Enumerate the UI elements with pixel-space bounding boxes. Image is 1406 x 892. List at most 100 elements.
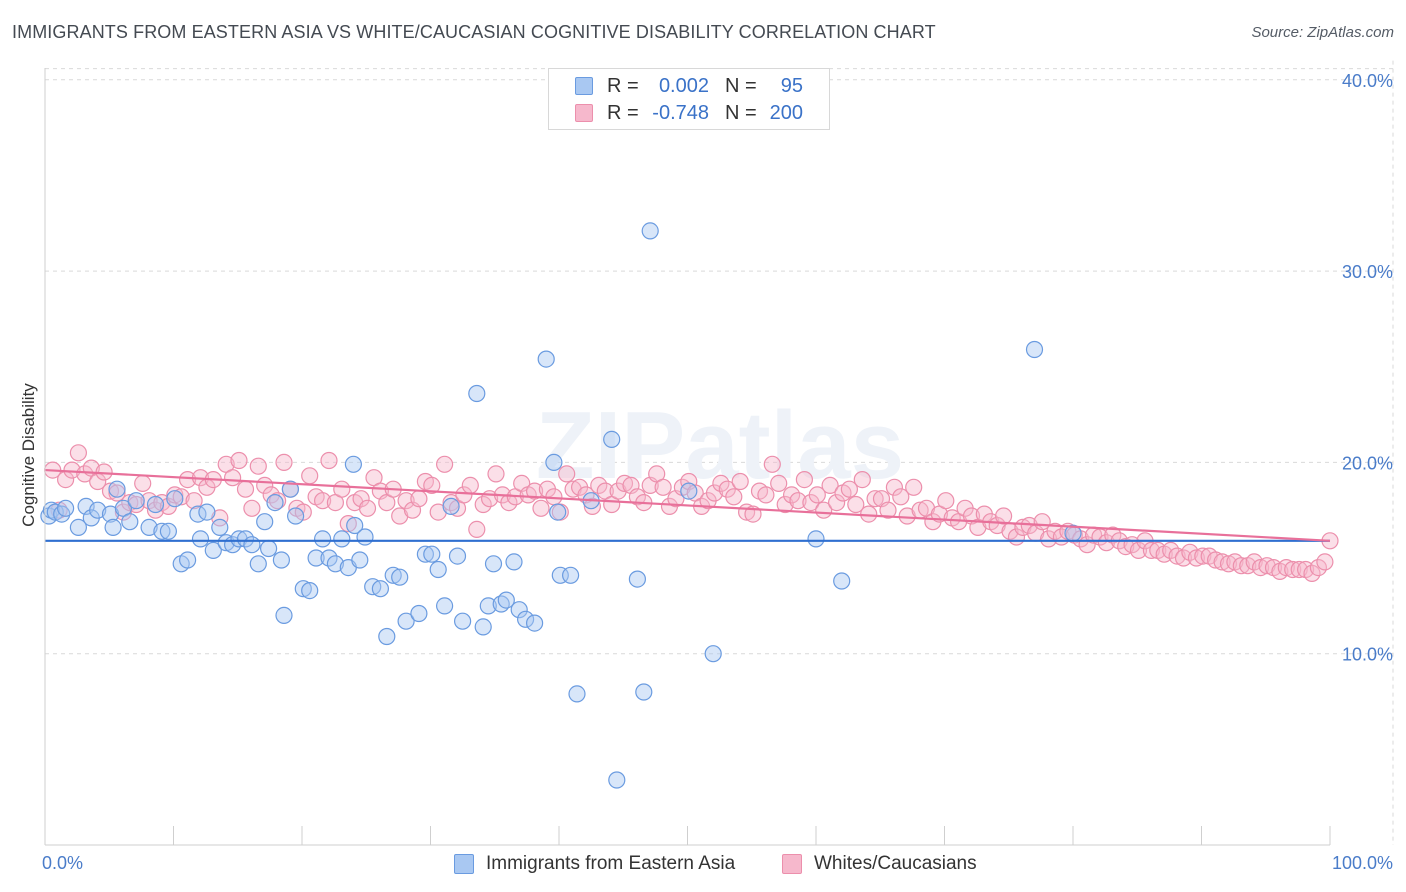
source-label: Source: ZipAtlas.com [1251, 24, 1394, 41]
legend-r-value: 0.002 [658, 75, 709, 97]
eastern-asia-point [108, 480, 126, 498]
whites-point [654, 478, 672, 496]
eastern-asia-point [326, 555, 344, 573]
eastern-asia-point [807, 530, 825, 548]
whites-point [1309, 558, 1328, 577]
whites-point [243, 499, 261, 517]
eastern-asia-point [378, 627, 396, 646]
eastern-asia-point [423, 545, 441, 563]
legend-swatch-blue [454, 854, 474, 874]
y-tick-label: 30.0% [1342, 262, 1393, 282]
eastern-asia-point [410, 604, 428, 623]
eastern-asia-point [635, 683, 653, 701]
whites-point [590, 476, 608, 494]
whites-point [127, 495, 145, 514]
whites-point [358, 499, 377, 517]
whites-point [725, 488, 743, 506]
eastern-asia-point [320, 549, 338, 567]
whites-point [532, 499, 550, 517]
whites-point [905, 478, 923, 496]
legend-n-label: N = [725, 102, 757, 124]
eastern-asia-point [568, 685, 586, 703]
whites-point [1251, 558, 1270, 577]
whites-point [827, 494, 846, 512]
whites-point [269, 492, 287, 510]
y-tick-label: 10.0% [1342, 645, 1393, 665]
y-axis-title: Cognitive Disability [19, 383, 38, 527]
eastern-asia-point [266, 494, 284, 512]
eastern-asia-point [641, 222, 659, 240]
whites-point [853, 471, 871, 489]
whites-point [474, 495, 492, 514]
whites-point [134, 474, 152, 492]
eastern-asia-point [166, 490, 184, 508]
whites-point [808, 486, 826, 504]
y-tick-label: 20.0% [1342, 453, 1393, 473]
eastern-asia-point [256, 513, 274, 531]
whites-point [937, 492, 955, 510]
whites-point [108, 484, 126, 502]
whites-point [314, 492, 332, 510]
whites-point [628, 488, 647, 506]
whites-point [1129, 541, 1148, 560]
whites-point [583, 497, 602, 515]
whites-point [352, 490, 370, 508]
legend-swatch-blue [575, 77, 593, 95]
eastern-asia-point [704, 645, 722, 663]
eastern-asia-point [561, 566, 580, 584]
eastern-asia-point [448, 547, 467, 565]
whites-point [320, 451, 338, 470]
x-tick-label-end: 100.0% [1332, 853, 1393, 873]
eastern-asia-point [249, 555, 267, 573]
whites-point [821, 476, 839, 494]
eastern-asia-point [479, 597, 497, 615]
eastern-asia-point [333, 530, 351, 548]
eastern-asia-point [140, 518, 158, 537]
whites-point [712, 474, 730, 492]
whites-point [1142, 541, 1161, 560]
whites-point [789, 492, 807, 510]
legend-n-label: N = [725, 75, 757, 97]
eastern-asia-point [69, 518, 88, 537]
eastern-asia-point [351, 551, 369, 569]
whites-point [1206, 551, 1225, 569]
eastern-asia-point [179, 551, 197, 569]
whites-point [795, 471, 814, 489]
eastern-asia-point [146, 495, 165, 514]
eastern-asia-point [397, 612, 415, 630]
whites-point [249, 457, 267, 475]
eastern-asia-point [46, 503, 64, 521]
whites-point [1181, 543, 1199, 561]
points-layer [40, 103, 1339, 789]
eastern-asia-point [505, 553, 523, 571]
whites-point [301, 467, 319, 485]
x-tick-label-start: 0.0% [42, 853, 83, 873]
eastern-asia-point [121, 513, 139, 531]
correlation-legend: R = 0.002 N = 95 R = -0.748 N = 200 [548, 68, 830, 130]
whites-point [487, 465, 505, 483]
whites-point [230, 451, 248, 470]
whites-point [166, 486, 184, 504]
eastern-asia-point [680, 482, 698, 500]
whites-point [455, 486, 473, 504]
whites-point [333, 480, 351, 498]
whites-point [1194, 547, 1212, 565]
y-tick-label: 40.0% [1342, 71, 1393, 91]
eastern-asia-point [56, 499, 75, 517]
whites-point [866, 490, 884, 508]
whites-point [410, 490, 428, 508]
whites-point [525, 482, 544, 500]
eastern-asia-point [1025, 340, 1044, 359]
eastern-asia-point [275, 606, 293, 625]
whites-point [705, 484, 724, 502]
eastern-asia-point [603, 430, 621, 448]
whites-point [840, 480, 859, 498]
whites-point [782, 486, 801, 504]
eastern-asia-point [484, 555, 503, 573]
tick-label-layer: 10.0% 20.0% 30.0% 40.0% 0.0% 100.0% [42, 71, 1393, 873]
eastern-asia-point [127, 492, 145, 510]
whites-point [892, 488, 910, 506]
whites-point [615, 474, 634, 492]
whites-point [275, 453, 293, 471]
eastern-asia-point [384, 566, 402, 584]
